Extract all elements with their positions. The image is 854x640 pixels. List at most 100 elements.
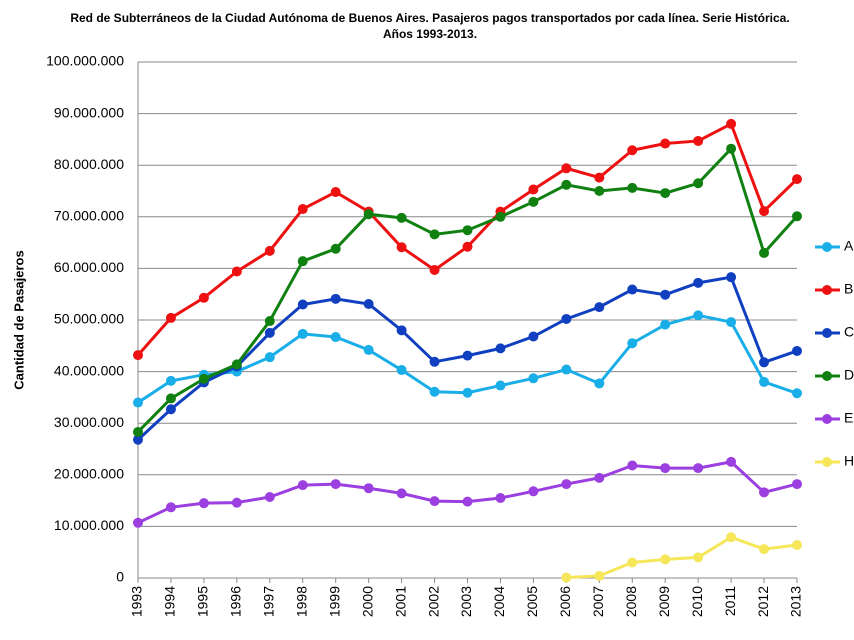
data-point (165, 375, 176, 386)
data-point (165, 502, 176, 513)
y-tick-label: 50.000.000 (54, 311, 124, 327)
data-point (660, 138, 671, 149)
data-point (429, 386, 440, 397)
data-point (231, 497, 242, 508)
data-point (297, 328, 308, 339)
data-point (627, 557, 638, 568)
x-tick-label: 2012 (755, 586, 771, 617)
x-tick-label: 1996 (228, 586, 244, 617)
data-point (660, 319, 671, 330)
x-tick-label: 2001 (392, 586, 408, 617)
data-point (693, 135, 704, 146)
data-point (693, 178, 704, 189)
data-point (264, 316, 275, 327)
data-point (627, 284, 638, 295)
data-point (396, 212, 407, 223)
data-point (594, 172, 605, 183)
data-point (429, 264, 440, 275)
data-point (693, 552, 704, 563)
data-point (231, 266, 242, 277)
data-point (528, 184, 539, 195)
data-point (726, 143, 737, 154)
data-point (594, 570, 605, 581)
data-point (330, 243, 341, 254)
data-point (396, 325, 407, 336)
y-tick-label: 10.000.000 (54, 517, 124, 533)
data-point (759, 206, 770, 217)
y-tick-label: 100.000.000 (46, 53, 124, 69)
x-tick-label: 2013 (788, 586, 804, 617)
data-point (660, 188, 671, 199)
data-point (660, 463, 671, 474)
data-point (462, 387, 473, 398)
data-point (627, 145, 638, 156)
data-point (264, 327, 275, 338)
legend-label: H (844, 453, 854, 469)
data-point (627, 460, 638, 471)
data-point (363, 483, 374, 494)
x-tick-label: 2007 (590, 586, 606, 617)
y-tick-label: 90.000.000 (54, 104, 124, 120)
data-point (133, 434, 143, 445)
data-point (660, 554, 671, 565)
data-point (693, 277, 704, 288)
data-point (165, 393, 176, 404)
x-tick-label: 2003 (458, 586, 474, 617)
x-tick-label: 2005 (524, 586, 540, 617)
y-axis-label: Cantidad de Pasajeros (11, 250, 26, 389)
data-point (594, 302, 605, 313)
legend-label: C (844, 324, 854, 340)
x-tick-label: 1999 (326, 586, 342, 617)
data-point (726, 317, 737, 328)
x-tick-label: 2009 (656, 586, 672, 617)
data-point (759, 376, 770, 387)
data-point (495, 380, 506, 391)
y-tick-label: 40.000.000 (54, 362, 124, 378)
data-point (297, 204, 308, 215)
data-point (165, 312, 176, 323)
data-point (561, 364, 572, 375)
x-tick-label: 1998 (293, 586, 309, 617)
legend-marker (822, 285, 832, 295)
y-tick-label: 30.000.000 (54, 414, 124, 430)
legend-label: B (844, 281, 853, 297)
legend-marker (822, 414, 832, 424)
legend-marker (822, 242, 832, 252)
data-point (396, 365, 407, 376)
x-tick-label: 2011 (722, 586, 738, 616)
y-tick-label: 80.000.000 (54, 156, 124, 172)
data-point (264, 245, 275, 256)
data-point (396, 242, 407, 253)
data-point (462, 225, 473, 236)
data-point (561, 479, 572, 490)
data-point (594, 472, 605, 483)
data-point (198, 498, 209, 509)
data-point (759, 247, 770, 258)
data-point (330, 332, 341, 343)
data-point (429, 229, 440, 240)
data-point (429, 356, 440, 367)
data-point (133, 350, 143, 361)
data-point (198, 373, 209, 384)
x-tick-label: 2000 (359, 586, 375, 617)
data-point (726, 456, 737, 467)
data-point (561, 179, 572, 190)
data-point (462, 350, 473, 361)
data-point (462, 241, 473, 252)
data-point (528, 486, 539, 497)
data-point (561, 163, 572, 174)
data-point (726, 272, 737, 283)
data-point (330, 187, 341, 198)
data-point (363, 209, 374, 220)
legend-marker (822, 457, 832, 467)
data-point (462, 496, 473, 507)
data-point (363, 299, 374, 310)
data-point (133, 517, 143, 528)
x-tick-label: 2006 (557, 586, 573, 617)
x-tick-label: 1997 (261, 586, 277, 617)
data-point (759, 357, 770, 368)
x-tick-label: 2004 (491, 586, 507, 617)
data-point (792, 211, 802, 222)
